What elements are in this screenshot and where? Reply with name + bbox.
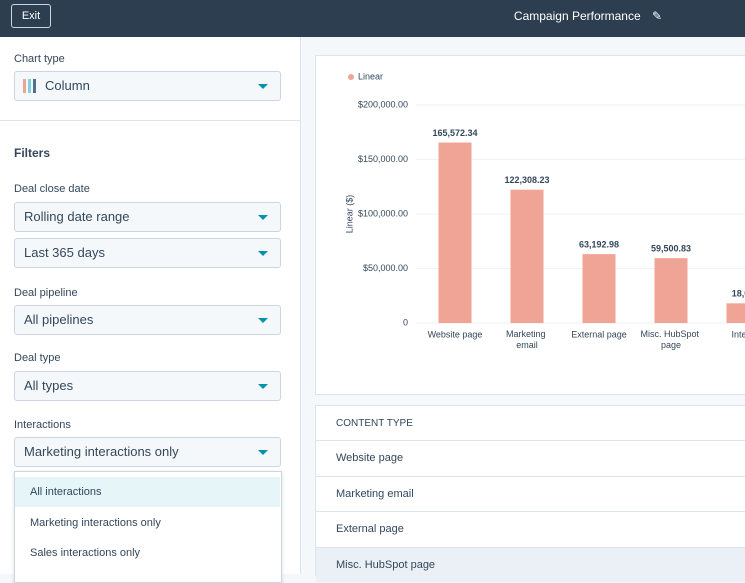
field-label: Deal close date xyxy=(14,183,90,195)
table-header: CONTENT TYPE xyxy=(316,406,745,441)
data-label: 18,06 xyxy=(732,289,745,299)
field-label: Chart type xyxy=(14,53,65,65)
filter-select[interactable]: Last 365 days xyxy=(14,238,281,268)
y-tick-label: 0 xyxy=(403,317,408,327)
bar xyxy=(727,303,745,323)
legend-label: Linear xyxy=(358,71,383,81)
x-tick-label: External page xyxy=(571,329,627,339)
y-axis-title: Linear ($) xyxy=(344,195,354,234)
data-label: 165,572.34 xyxy=(432,128,477,138)
legend-swatch xyxy=(348,74,354,80)
filters-title: Filters xyxy=(14,146,50,160)
data-label: 59,500.83 xyxy=(651,244,691,254)
report-title[interactable]: Campaign Performance ✎ xyxy=(480,9,696,23)
chart-card: 0 $50,000.00 $100,000.00 $150,000.00 $200,00… xyxy=(315,55,745,395)
x-tick-line: page xyxy=(661,340,681,350)
title-text: Campaign Performance xyxy=(514,9,641,23)
x-tick-label: Marketing email xyxy=(506,329,548,350)
dropdown-option[interactable]: Marketing interactions only xyxy=(15,508,280,538)
x-tick-label: Website page xyxy=(428,329,483,339)
chart-type-select[interactable]: Column xyxy=(14,71,281,101)
bar xyxy=(655,258,688,323)
edit-icon[interactable]: ✎ xyxy=(652,9,662,23)
filter-select[interactable]: Rolling date range xyxy=(14,202,281,232)
y-tick-label: $50,000.00 xyxy=(363,263,408,273)
filter-select[interactable]: Marketing interactions only xyxy=(14,437,281,467)
bar xyxy=(583,254,616,323)
table-row[interactable]: Website page xyxy=(316,440,745,475)
x-tick-line: email xyxy=(516,340,538,350)
caret xyxy=(258,84,268,89)
field-label: Interactions xyxy=(14,419,71,431)
table-row[interactable]: Marketing email xyxy=(316,476,745,511)
y-tick-label: $100,000.00 xyxy=(358,208,408,218)
chart: 0 $50,000.00 $100,000.00 $150,000.00 $200,00… xyxy=(316,56,745,394)
caret xyxy=(258,318,268,323)
dropdown-option[interactable]: All interactions xyxy=(15,477,280,507)
bar xyxy=(439,143,472,323)
caret xyxy=(258,251,268,256)
dropdown-option[interactable]: Sales interactions only xyxy=(15,538,280,568)
bar xyxy=(511,190,544,323)
table-row[interactable]: Misc. HubSpot page xyxy=(316,547,745,582)
top-bar: Exit Campaign Performance ✎ xyxy=(0,0,745,37)
column-icon xyxy=(23,79,37,93)
x-tick-line: Marketing xyxy=(506,329,548,339)
caret xyxy=(258,450,268,455)
x-tick-label: Misc. HubSpot page xyxy=(640,329,701,350)
y-tick-label: $150,000.00 xyxy=(358,154,408,164)
x-tick-line: Misc. HubSpot xyxy=(640,329,701,339)
sidebar: Chart type Column Filters Deal close date Ro… xyxy=(0,37,301,574)
separator xyxy=(0,120,300,121)
caret xyxy=(258,215,268,220)
x-tick-label: Integr xyxy=(731,329,745,339)
data-label: 63,192.98 xyxy=(579,239,619,249)
field-label: Deal pipeline xyxy=(14,287,78,299)
exit-button[interactable]: Exit xyxy=(11,4,51,28)
table-row[interactable]: External page xyxy=(316,511,745,546)
data-label: 122,308.23 xyxy=(504,175,549,185)
filter-select[interactable]: All types xyxy=(14,371,281,401)
filter-select[interactable]: All pipelines xyxy=(14,305,281,335)
caret xyxy=(258,384,268,389)
select-value: Column xyxy=(45,78,90,93)
y-tick-label: $200,000.00 xyxy=(358,99,408,109)
field-label: Deal type xyxy=(14,352,60,364)
